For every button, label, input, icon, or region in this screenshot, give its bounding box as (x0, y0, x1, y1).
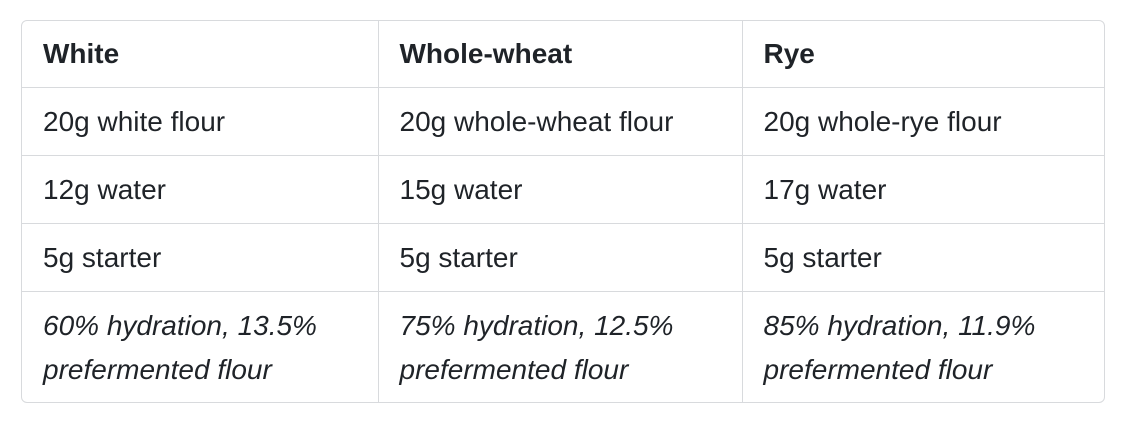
table-row: 5g starter 5g starter 5g starter (22, 223, 1104, 292)
table-cell: 20g whole-rye flour (741, 87, 1104, 156)
table-cell: 20g white flour (22, 87, 379, 156)
table-cell: 75% hydration, 12.5% prefermented flour (377, 291, 743, 402)
table-cell: 15g water (377, 155, 743, 224)
table: White Whole-wheat Rye 20g white flour 20g w… (22, 21, 1104, 402)
table-row: 12g water 15g water 17g water (22, 155, 1104, 224)
table-cell: 20g whole-wheat flour (377, 87, 743, 156)
header-row: White Whole-wheat Rye (22, 21, 1104, 88)
table-row: 20g white flour 20g whole-wheat flour 20g … (22, 87, 1104, 156)
table-cell: 5g starter (377, 223, 743, 292)
table-container: White Whole-wheat Rye 20g white flour 20g w… (21, 20, 1105, 403)
table-row: 60% hydration, 13.5% prefermented flour 7… (22, 291, 1104, 402)
table-cell: 60% hydration, 13.5% prefermented flour (22, 291, 379, 402)
header-cell: White (22, 21, 379, 88)
header-cell: Whole-wheat (377, 21, 743, 88)
table-cell: 5g starter (741, 223, 1104, 292)
header-cell: Rye (741, 21, 1104, 88)
table-cell: 17g water (741, 155, 1104, 224)
table-cell: 5g starter (22, 223, 379, 292)
table-cell: 12g water (22, 155, 379, 224)
table-cell: 85% hydration, 11.9% prefermented flour (741, 291, 1104, 402)
